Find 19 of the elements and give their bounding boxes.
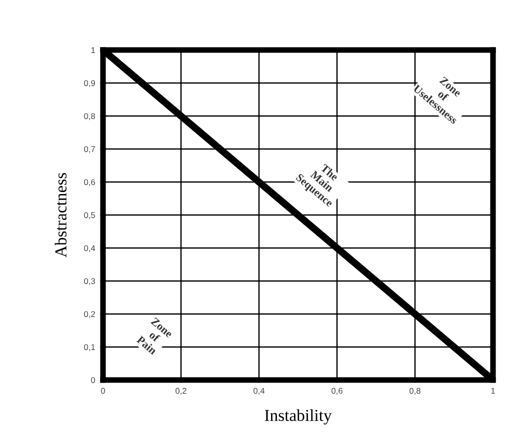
y-tick-label: 0,1	[84, 344, 95, 352]
y-tick-label: 0,8	[84, 113, 95, 120]
y-tick-label: 1	[91, 47, 95, 54]
x-tick-label: 0,6	[332, 388, 342, 395]
y-tick-label: 0,2	[84, 311, 95, 318]
y-tick-label: 0	[91, 377, 96, 384]
y-axis-title: Abstractness	[54, 173, 67, 258]
y-tick-label: 0,9	[84, 80, 95, 88]
y-tick-label: 0,7	[84, 146, 95, 154]
y-tick-label: 0,6	[84, 179, 95, 186]
x-tick-label: 0	[101, 388, 105, 394]
y-tick-label: 0,3	[84, 278, 95, 286]
x-tick-label: 0,2	[176, 388, 186, 395]
y-tick-label: 0,4	[84, 245, 96, 252]
x-tick-label: 0,4	[254, 388, 265, 395]
x-axis-title: Instability	[264, 409, 332, 424]
y-tick-label: 0,5	[84, 212, 96, 220]
x-tick-label: 0,8	[410, 388, 420, 395]
x-tick-label: 1	[491, 388, 495, 394]
